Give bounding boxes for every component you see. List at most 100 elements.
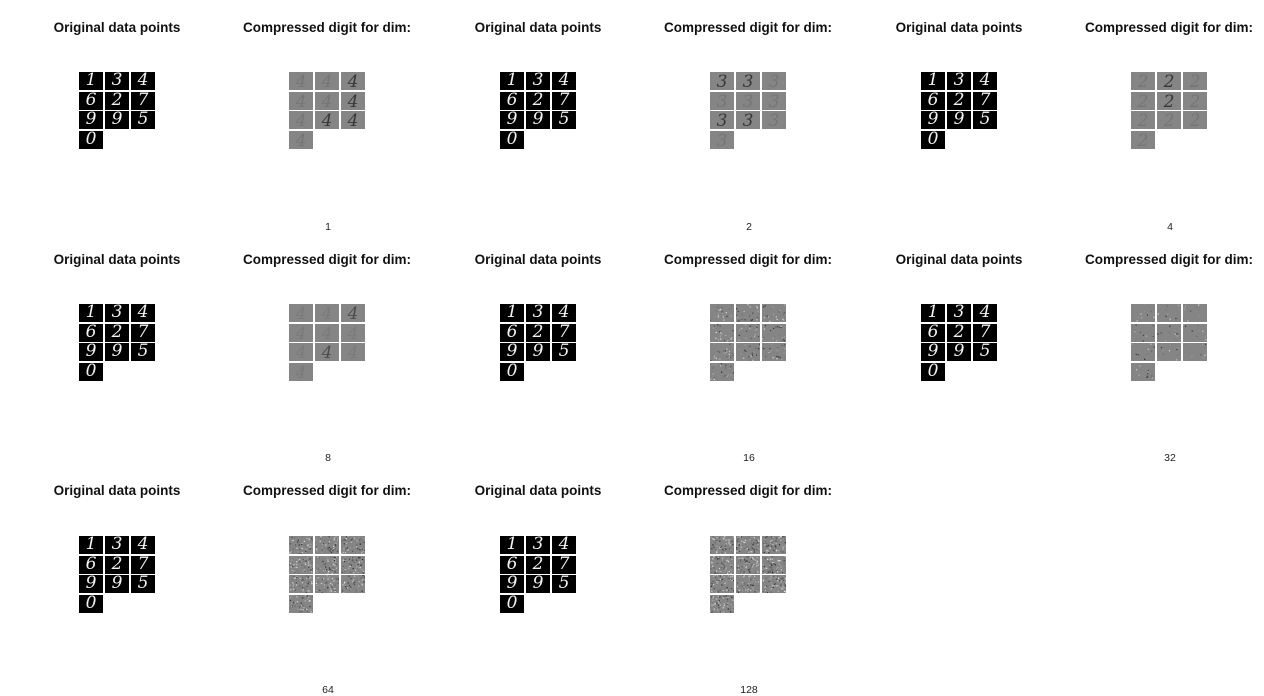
compressed-tile: 3 — [736, 111, 760, 129]
dim-label: 2 — [746, 221, 752, 233]
ghost-digit: 4 — [321, 111, 333, 129]
digit-glyph: 9 — [85, 341, 97, 361]
compressed-tile: 4 — [289, 343, 313, 361]
ghost-digit: 2 — [1137, 111, 1149, 129]
ghost-digit: 4 — [295, 324, 307, 342]
digit-glyph: 9 — [953, 109, 965, 129]
noise-texture — [341, 575, 365, 593]
digit-tile: 1 — [500, 71, 524, 90]
digit-glyph: 3 — [532, 302, 544, 322]
noise-texture — [710, 555, 734, 574]
compressed-tile — [1131, 362, 1155, 381]
svg-text:4: 4 — [295, 304, 307, 322]
digit-tile: 9 — [947, 109, 971, 129]
digit-tile: 9 — [500, 110, 524, 129]
digit-glyph: 9 — [953, 341, 965, 361]
ghost-digit: 4 — [295, 72, 307, 90]
digit-tile: 1 — [500, 303, 524, 322]
digit-tile: 4 — [973, 71, 997, 90]
digit-tile: 6 — [500, 90, 524, 110]
noise-texture — [710, 343, 734, 361]
digit-tile: 6 — [921, 89, 945, 110]
digit-tile: 9 — [105, 342, 129, 361]
digit-tile: 1 — [79, 71, 103, 90]
svg-text:4: 4 — [321, 324, 333, 342]
compressed-tile — [710, 536, 734, 554]
digit-glyph: 2 — [953, 321, 965, 342]
noise-texture — [710, 362, 734, 380]
ghost-digit: 3 — [717, 111, 728, 129]
svg-text:4: 4 — [321, 343, 333, 361]
digit-glyph: 4 — [558, 70, 570, 90]
digit-glyph: 9 — [85, 573, 97, 593]
digit-glyph: 5 — [979, 109, 991, 129]
digit-glyph: 0 — [506, 360, 518, 381]
digit-glyph: 9 — [927, 109, 939, 129]
compressed-title: Compressed digit for dim: — [663, 20, 833, 35]
compressed-tile — [289, 536, 313, 554]
svg-text:4: 4 — [347, 92, 359, 110]
compressed-tile: 4 — [341, 323, 365, 342]
compressed-tile: 2 — [1131, 130, 1155, 149]
compressed-tile: 4 — [289, 91, 313, 110]
compressed-tile: 4 — [341, 91, 365, 110]
compressed-tile — [762, 304, 786, 322]
digit-tile: 6 — [79, 554, 103, 574]
noise-texture — [762, 343, 786, 361]
digit-glyph: 0 — [927, 128, 939, 149]
digit-tile: 3 — [105, 71, 129, 90]
svg-text:2: 2 — [1137, 92, 1149, 110]
compressed-tile — [736, 555, 760, 574]
digit-glyph: 2 — [532, 553, 544, 574]
compressed-tile — [1157, 323, 1181, 342]
dim-label: 8 — [325, 452, 331, 464]
dim-label: 1 — [325, 221, 331, 233]
digit-glyph: 7 — [979, 321, 991, 342]
digit-tile: 9 — [79, 573, 103, 593]
digit-tile: 3 — [526, 302, 550, 322]
compressed-tile: 4 — [315, 304, 339, 322]
ghost-digit: 4 — [347, 343, 359, 361]
original-title: Original data points — [895, 252, 1023, 267]
svg-text:4: 4 — [295, 72, 307, 90]
digit-glyph: 1 — [927, 70, 939, 90]
digit-glyph: 6 — [506, 321, 518, 342]
digit-glyph: 9 — [532, 341, 544, 361]
compressed-tile: 2 — [1131, 111, 1155, 129]
digit-tile: 3 — [526, 71, 550, 90]
digit-tile: 2 — [105, 90, 129, 110]
digit-tile: 1 — [921, 303, 945, 322]
digit-tile: 5 — [973, 109, 997, 129]
noise-texture — [762, 324, 786, 342]
noise-texture — [710, 536, 734, 554]
svg-text:4: 4 — [347, 72, 359, 90]
digit-glyph: 7 — [558, 553, 570, 574]
compressed-tile — [710, 343, 734, 361]
svg-text:2: 2 — [1189, 92, 1201, 110]
digit-glyph: 6 — [506, 553, 518, 574]
compressed-title: Compressed digit for dim: — [242, 20, 412, 35]
digit-glyph: 1 — [85, 534, 97, 554]
compressed-tile — [1157, 343, 1181, 361]
digit-tile: 0 — [921, 360, 945, 381]
noise-texture — [710, 304, 733, 321]
compressed-title: Compressed digit for dim: — [242, 252, 412, 267]
svg-text:3: 3 — [743, 92, 754, 110]
original-title: Original data points — [474, 483, 602, 498]
compressed-tile: 2 — [1157, 111, 1181, 129]
digit-glyph: 0 — [85, 592, 97, 613]
digit-glyph: 0 — [927, 360, 939, 381]
digit-tile: 0 — [79, 592, 103, 613]
compressed-tile: 2 — [1183, 91, 1207, 110]
digit-tile: 2 — [526, 322, 550, 342]
ghost-digit: 3 — [717, 131, 728, 149]
dim-label: 4 — [1167, 221, 1173, 233]
compressed-tile — [1183, 343, 1207, 361]
ghost-digit: 4 — [347, 304, 359, 322]
compressed-tile — [762, 323, 786, 342]
digit-glyph: 6 — [927, 89, 939, 110]
compressed-tile — [1157, 304, 1181, 322]
ghost-digit: 4 — [295, 111, 307, 129]
digit-glyph: 4 — [137, 534, 149, 554]
compressed-tile: 4 — [315, 72, 339, 90]
